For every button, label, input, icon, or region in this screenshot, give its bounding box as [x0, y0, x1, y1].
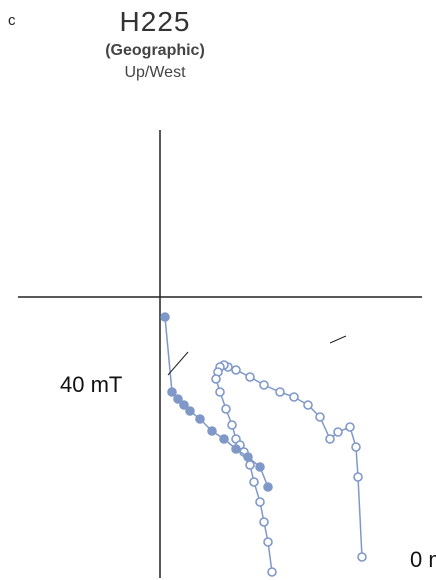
data-point-hollow [289, 392, 299, 402]
data-point-hollow [215, 387, 225, 397]
series-layer [160, 312, 367, 577]
data-point-hollow [255, 497, 265, 507]
data-point-hollow [303, 400, 313, 410]
axis-direction-label: Up/West [124, 64, 186, 81]
data-point-hollow [275, 387, 285, 397]
data-point-filled [160, 312, 170, 322]
data-point-filled [185, 406, 195, 416]
annotation-label: 0 mT [410, 547, 436, 572]
data-point-hollow [259, 517, 269, 527]
data-point-hollow [263, 537, 273, 547]
data-point-filled [173, 394, 183, 404]
data-point-filled [219, 434, 229, 444]
annotation-label: 40 mT [60, 372, 122, 397]
data-point-hollow [231, 365, 241, 375]
data-point-filled [243, 452, 253, 462]
data-point-hollow [333, 427, 343, 437]
data-point-filled [255, 462, 265, 472]
data-point-hollow [351, 442, 361, 452]
data-point-hollow [221, 404, 231, 414]
data-point-hollow [267, 567, 277, 577]
data-point-hollow [245, 372, 255, 382]
data-point-hollow [245, 460, 255, 470]
data-point-hollow [315, 412, 325, 422]
data-point-hollow [357, 552, 367, 562]
chart-subtitle: (Geographic) [105, 42, 205, 59]
leader-line-40mt [167, 351, 189, 376]
data-point-hollow [249, 477, 259, 487]
annotation-layer: 0 mT40 mT100 mT [60, 335, 436, 572]
data-point-filled [231, 444, 241, 454]
data-point-hollow [325, 434, 335, 444]
data-point-hollow [345, 422, 355, 432]
data-point-hollow [211, 374, 221, 384]
panel-label: c [8, 12, 16, 29]
data-point-filled [263, 482, 273, 492]
data-point-filled [167, 387, 177, 397]
chart-title: H225 [119, 6, 191, 37]
data-point-filled [179, 400, 189, 410]
leader-line-100mt [329, 335, 347, 344]
data-point-filled [195, 414, 205, 424]
data-point-hollow [259, 380, 269, 390]
series-line-hollow [215, 364, 363, 573]
data-point-filled [207, 426, 217, 436]
data-point-hollow [353, 472, 363, 482]
data-point-hollow [227, 420, 237, 430]
